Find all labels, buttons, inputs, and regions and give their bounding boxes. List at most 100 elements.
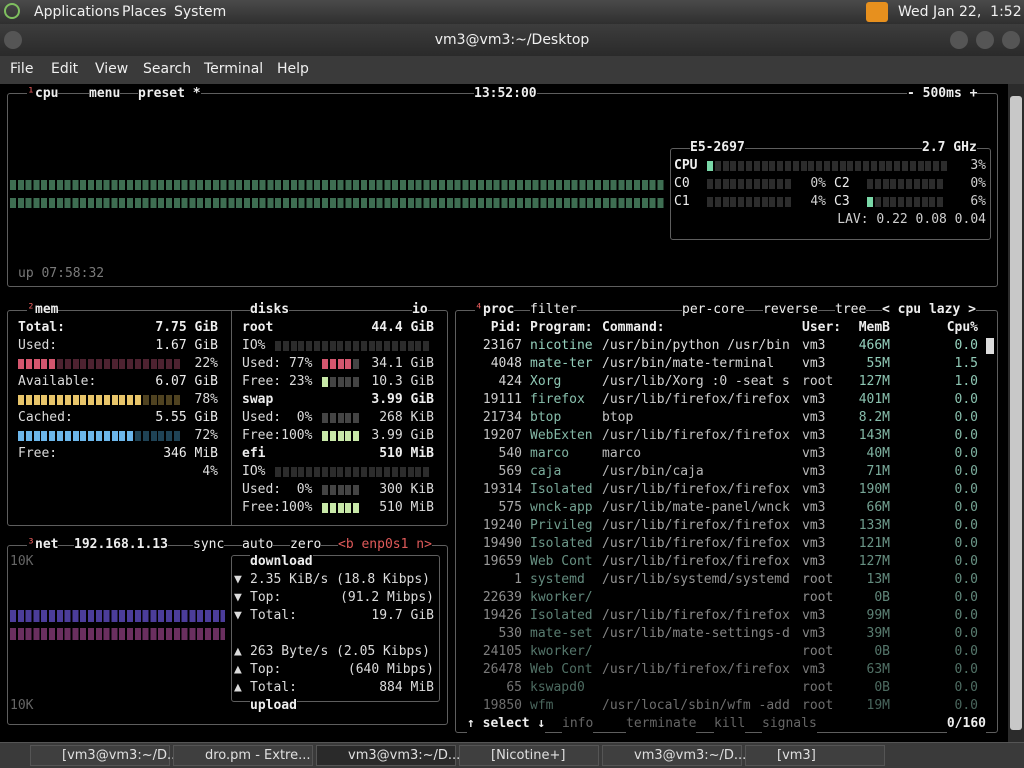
meter-cell [142, 359, 149, 369]
meter-cell [275, 341, 281, 351]
window-icon[interactable] [4, 31, 22, 49]
proc-cell[interactable]: 19659 [482, 554, 522, 569]
menu-bar [0, 56, 1024, 84]
proc-cell[interactable]: 424 [498, 374, 522, 389]
proc-cell[interactable]: 19314 [482, 482, 522, 497]
meter-cell [80, 395, 87, 405]
proc-cell[interactable]: 569 [498, 464, 522, 479]
panel-menu[interactable]: Places [122, 4, 167, 20]
proc-cell[interactable]: 26478 [482, 662, 522, 677]
task-label[interactable]: vm3@vm3:~/D... [634, 748, 747, 763]
box-button[interactable]: menu [89, 85, 121, 103]
box-button[interactable]: zero [290, 536, 322, 554]
proc-cell[interactable]: 19490 [482, 536, 522, 551]
arrow: ▲ [234, 662, 242, 677]
menu-item[interactable]: File [10, 61, 34, 77]
net-label: Top: [250, 590, 282, 605]
box-title: cpu [35, 85, 59, 103]
box-button[interactable]: reverse [763, 301, 818, 319]
interface[interactable]: <b enp0s1 n> [338, 536, 432, 554]
proc-cell[interactable]: 65 [506, 680, 522, 695]
proc-cell[interactable]: 530 [498, 626, 522, 641]
task-button[interactable] [459, 745, 599, 766]
proc-cell[interactable]: 19850 [482, 698, 522, 713]
box-button[interactable]: auto [242, 536, 274, 554]
box-button[interactable]: io [412, 301, 428, 319]
proc-cell[interactable]: 21734 [482, 410, 522, 425]
proc-cell: caja [530, 464, 562, 479]
proc-cell[interactable]: 22639 [482, 590, 522, 605]
clock: Wed Jan 22, 1:52 PM [898, 4, 1022, 20]
proc-cell[interactable]: 575 [498, 500, 522, 515]
mem-label: Available: [18, 374, 97, 389]
proc-cell[interactable]: 540 [498, 446, 522, 461]
meter-cell [345, 341, 352, 351]
proc-scroll[interactable] [986, 338, 994, 354]
footer-button[interactable]: signals [762, 715, 817, 733]
minimize-button[interactable] [950, 31, 968, 49]
proc-cell[interactable]: 19240 [482, 518, 522, 533]
box-button[interactable]: tree [835, 301, 867, 319]
meter-cell [384, 341, 391, 351]
net-value: (640 Mibps) [347, 662, 434, 677]
sort-selector[interactable]: < cpu lazy > [882, 301, 976, 319]
menu-icon[interactable] [4, 3, 20, 19]
meter-cell [64, 359, 71, 369]
maximize-button[interactable] [976, 31, 994, 49]
meter-cell [913, 197, 920, 207]
proc-cell[interactable]: 19207 [482, 428, 522, 443]
footer-button[interactable]: ↑ select ↓ [467, 715, 546, 733]
close-button[interactable] [1002, 31, 1020, 49]
panel-menu[interactable]: System [174, 4, 227, 20]
proc-cell: /usr/lib/firefox/firefox [602, 518, 790, 533]
task-label[interactable]: [Nicotine+] [491, 748, 566, 763]
footer-button[interactable]: info [562, 715, 594, 733]
task-button[interactable] [173, 745, 313, 766]
task-button[interactable] [316, 745, 456, 766]
proc-cell[interactable]: 23167 [482, 338, 522, 353]
proc-cell[interactable]: 4048 [490, 356, 522, 371]
panel-menu[interactable]: Applications [34, 4, 120, 20]
meter-cell [769, 179, 776, 189]
menu-item[interactable]: Terminal [204, 61, 264, 77]
proc-cell[interactable]: 1 [514, 572, 522, 587]
footer-button[interactable]: terminate [626, 715, 697, 733]
task-button[interactable] [745, 745, 885, 766]
meter-cell [874, 197, 881, 207]
meter-cell [111, 359, 118, 369]
scroll-thumb[interactable] [1010, 96, 1022, 730]
task-label[interactable]: dro.pm - Extre... [205, 748, 311, 763]
proc-cell: 63M [866, 662, 890, 677]
box-button[interactable]: per-core [682, 301, 745, 319]
proc-cell[interactable]: 24105 [482, 644, 522, 659]
meter-cell [933, 161, 940, 171]
menu-item[interactable]: Search [143, 61, 192, 77]
column-header: Pid: [490, 320, 522, 335]
box-button[interactable]: preset * [138, 85, 201, 103]
menu-item[interactable]: Help [277, 61, 309, 77]
box-button[interactable]: sync [193, 536, 225, 554]
proc-cell: kworker/ [530, 644, 593, 659]
core-pct: 4% [810, 194, 826, 209]
menu-item[interactable]: Edit [51, 61, 79, 77]
proc-cell[interactable]: 19111 [482, 392, 522, 407]
nicotine-icon[interactable] [866, 2, 888, 22]
proc-cell: 0.0 [954, 698, 978, 713]
proc-cell[interactable]: 19426 [482, 608, 522, 623]
interval[interactable]: - 500ms + [907, 85, 978, 103]
meter-cell [761, 179, 768, 189]
task-button[interactable] [602, 745, 742, 766]
menu-item[interactable]: View [95, 61, 129, 77]
meter-cell [111, 395, 118, 405]
core-pct: 6% [970, 194, 986, 209]
proc-cell: /usr/bin/caja [602, 464, 704, 479]
meter-cell [80, 431, 87, 441]
box-button[interactable]: filter [530, 301, 577, 319]
task-button[interactable] [30, 745, 170, 766]
meter-cell [337, 341, 344, 351]
meter-cell [937, 197, 944, 207]
task-label[interactable]: vm3@vm3:~/D... [348, 748, 461, 763]
footer-button[interactable]: kill [714, 715, 746, 733]
task-label[interactable]: [vm3] [777, 748, 816, 763]
task-label[interactable]: [vm3@vm3:~/D... [62, 748, 180, 763]
